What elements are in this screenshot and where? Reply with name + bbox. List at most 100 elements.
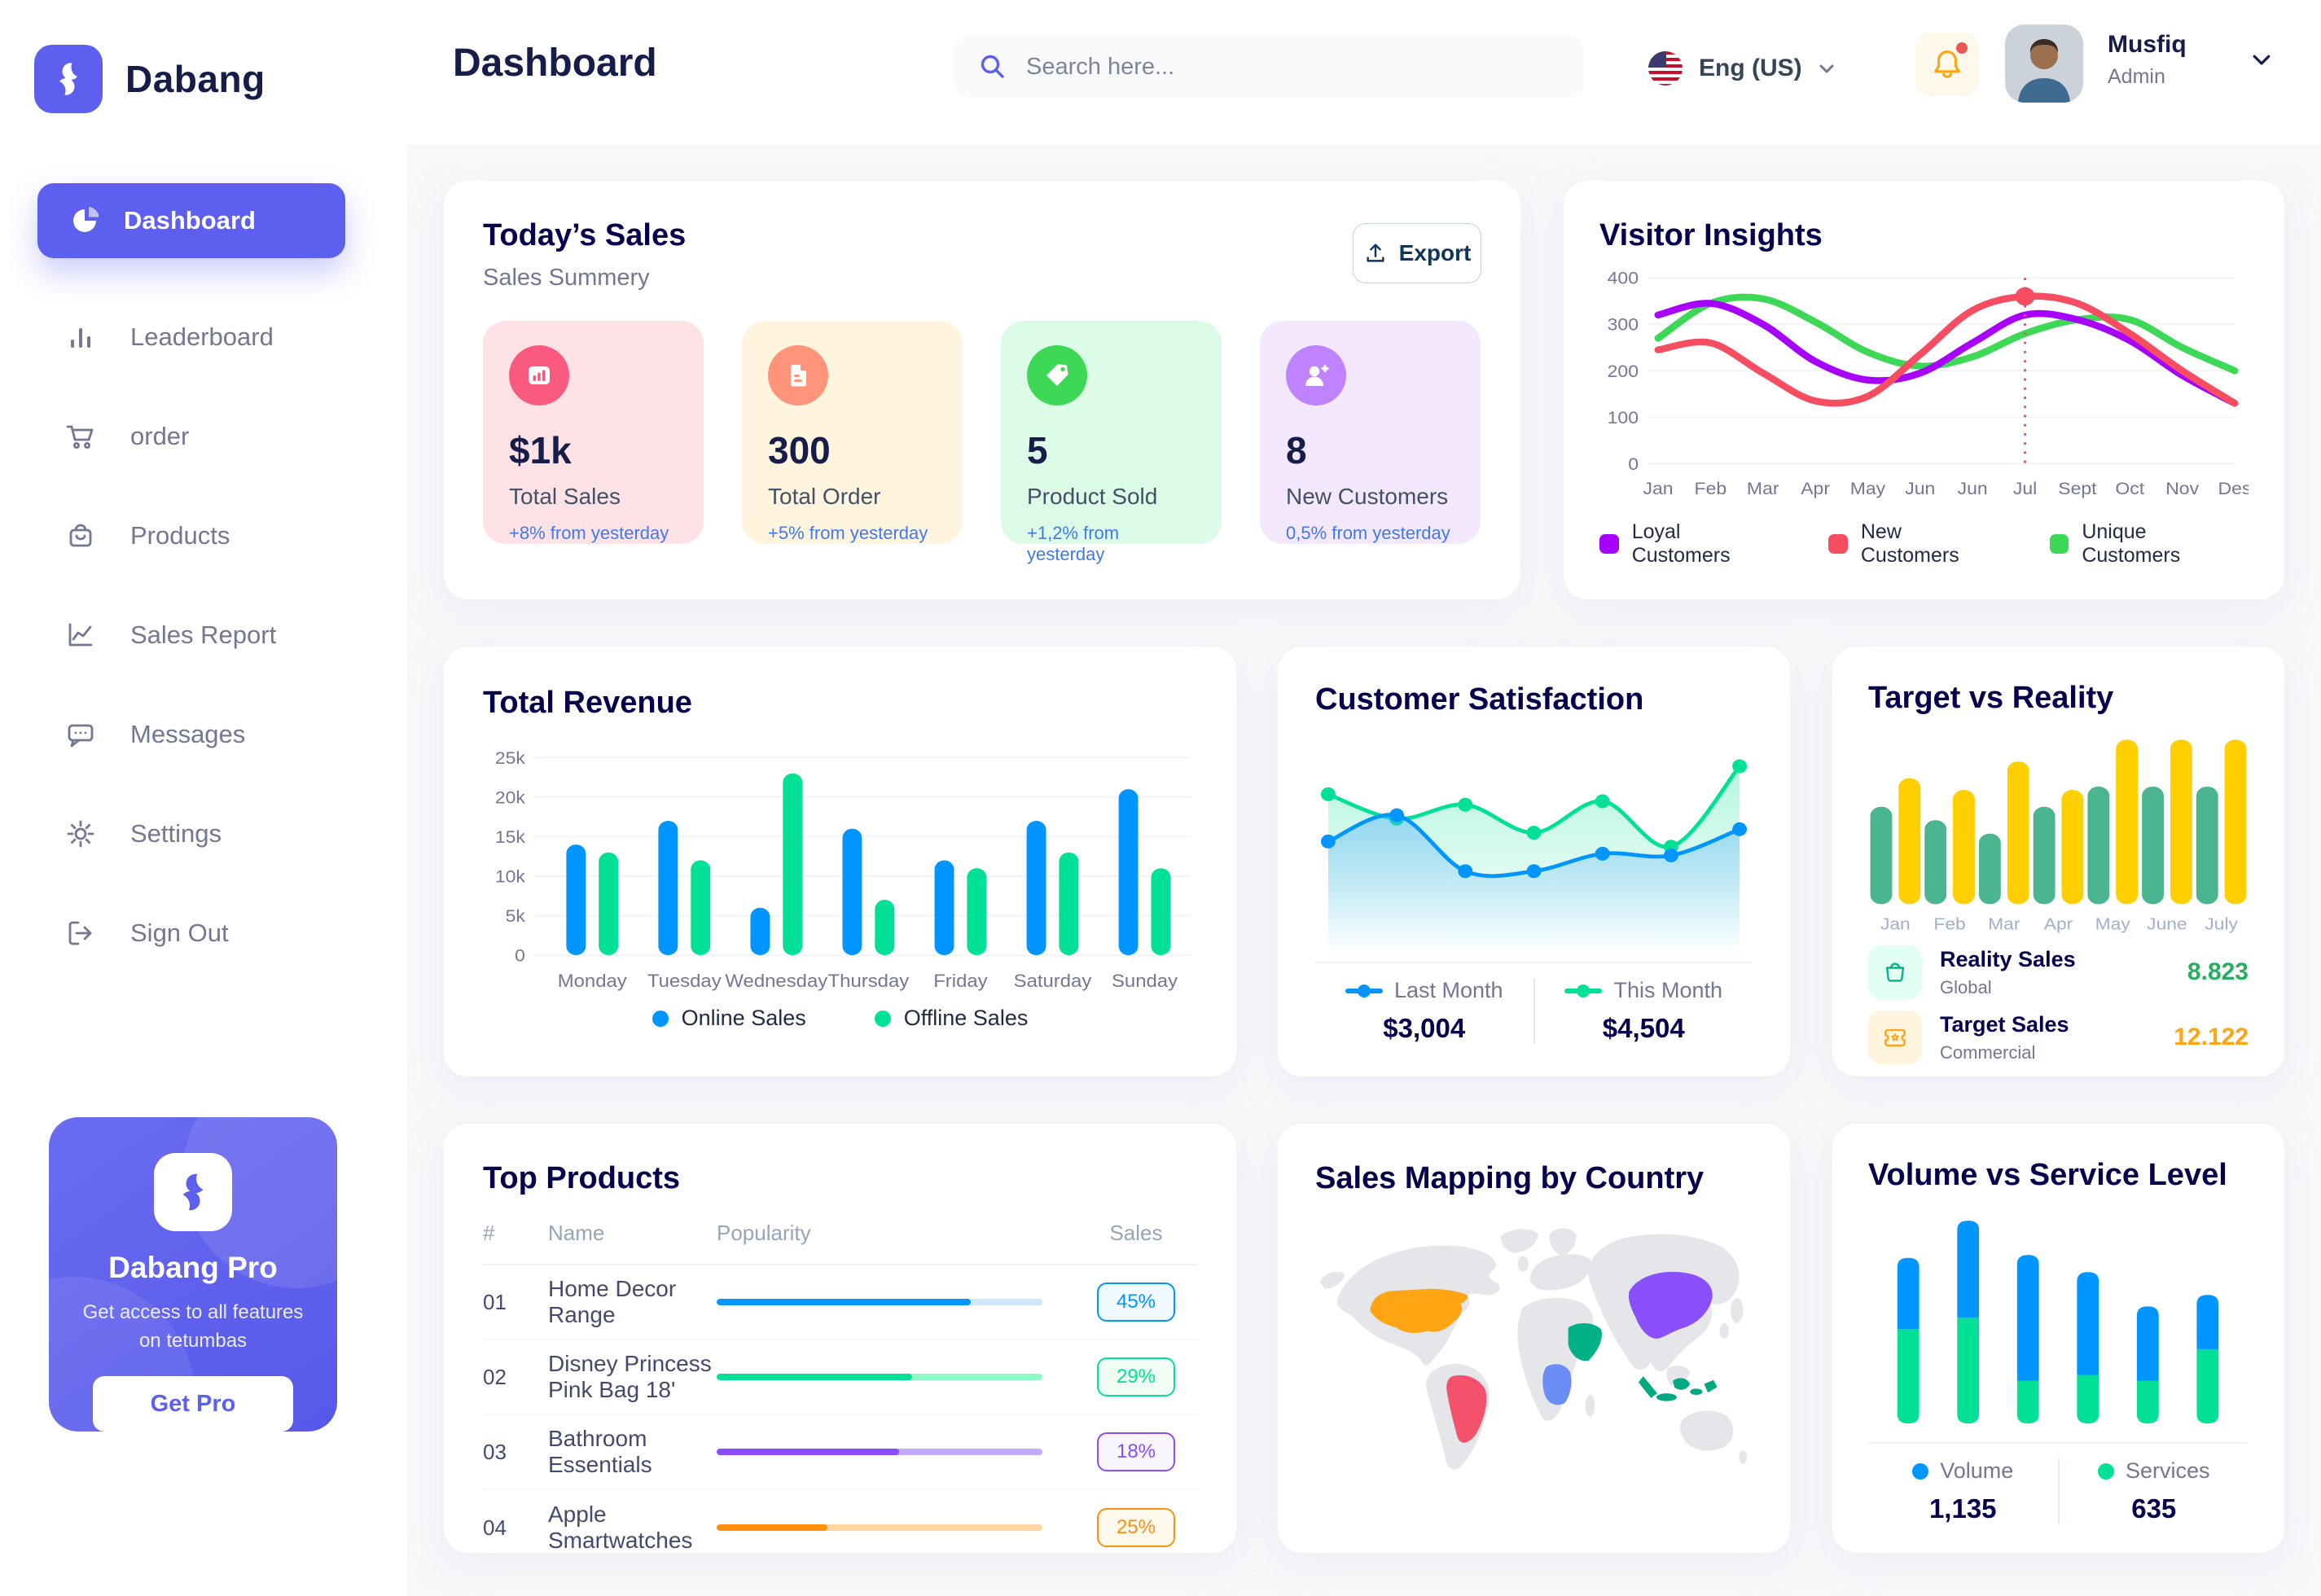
country-dr-congo[interactable] <box>1542 1364 1572 1405</box>
sidebar-item-sign-out[interactable]: Sign Out <box>0 884 407 983</box>
sidebar-item-order[interactable]: order <box>0 387 407 486</box>
line-chart-icon <box>65 620 96 651</box>
pro-description: Get access to all features on tetumbas <box>82 1301 304 1352</box>
legend-this-month: This Month $4,504 <box>1535 978 1753 1044</box>
country-china[interactable] <box>1628 1271 1713 1339</box>
divider <box>1533 978 1535 1044</box>
svg-text:Friday: Friday <box>933 971 988 991</box>
svg-text:Jun: Jun <box>1905 478 1935 498</box>
country-indonesia[interactable] <box>1638 1376 1718 1401</box>
legend-offline-sales: Offline Sales <box>874 1006 1028 1031</box>
legend-new-customers: New Customers <box>1828 520 2003 568</box>
customer-satisfaction-card: Customer Satisfaction <box>1278 647 1790 1076</box>
svg-text:May: May <box>1850 478 1886 498</box>
main-content: Today’s Sales Sales Summery Export <box>407 145 2321 1596</box>
reality-sales-legend-row: Reality Sales Global 8.823 <box>1868 945 2249 999</box>
svg-text:Feb: Feb <box>1933 915 1965 933</box>
user-role: Admin <box>2108 65 2165 88</box>
pro-title: Dabang Pro <box>108 1251 278 1284</box>
table-row: 02 Disney Princess Pink Bag 18' 29% <box>483 1340 1197 1415</box>
svg-text:Thursday: Thursday <box>828 971 910 991</box>
stat-card-product-sold: 5 Product Sold +1,2% from yesterday <box>1001 321 1222 564</box>
services-total: 635 <box>2131 1493 2177 1524</box>
svg-text:Monday: Monday <box>558 971 627 991</box>
sales-badge: 29% <box>1097 1357 1175 1396</box>
notification-dot <box>1956 42 1968 54</box>
sales-mapping-card: Sales Mapping by Country <box>1278 1124 1790 1553</box>
legend-online-sales: Online Sales <box>652 1006 806 1031</box>
popularity-bar <box>717 1524 1042 1531</box>
search-input[interactable] <box>1026 53 1531 81</box>
stat-label: Total Sales <box>509 484 621 509</box>
svg-text:300: 300 <box>1608 314 1639 334</box>
sidebar-item-settings[interactable]: Settings <box>0 784 407 884</box>
svg-text:Feb: Feb <box>1695 478 1727 498</box>
sidebar-item-products[interactable]: Products <box>0 486 407 585</box>
divider <box>1315 962 1753 963</box>
pro-upsell-card: Dabang Pro Get access to all features on… <box>49 1117 337 1432</box>
country-saudi-arabia[interactable] <box>1568 1323 1602 1361</box>
svg-text:June: June <box>2147 915 2187 933</box>
volume-service-title: Volume vs Service Level <box>1868 1158 2227 1192</box>
visitor-insights-legend: Loyal Customers New Customers Unique Cus… <box>1599 520 2249 568</box>
top-products-title: Top Products <box>483 1161 681 1195</box>
get-pro-button[interactable]: Get Pro <box>93 1376 293 1432</box>
legend-services: Services 635 <box>2060 1458 2249 1524</box>
line-dot-marker <box>1564 984 1603 998</box>
target-vs-reality-chart: Jan Feb Mar Apr May June July <box>1870 739 2247 933</box>
brand: Dabang <box>34 45 265 113</box>
customer-satisfaction-legend: Last Month $3,004 This Month $4,504 <box>1315 978 1753 1044</box>
bell-icon <box>1934 50 1960 78</box>
legend-loyal-customers: Loyal Customers <box>1599 520 1783 568</box>
legend-swatch <box>1599 534 1619 554</box>
notifications-button[interactable] <box>1915 33 1979 96</box>
user-meta: Musfiq Admin <box>2108 31 2187 89</box>
legend-unique-customers: Unique Customers <box>2049 520 2249 568</box>
svg-text:Sunday: Sunday <box>1112 971 1178 991</box>
popularity-bar <box>717 1449 1042 1455</box>
sidebar-item-messages[interactable]: Messages <box>0 685 407 784</box>
total-revenue-title: Total Revenue <box>483 686 692 720</box>
svg-text:Jan: Jan <box>1880 915 1911 933</box>
svg-text:May: May <box>2095 915 2130 933</box>
legend-last-month: Last Month $3,004 <box>1315 978 1533 1044</box>
svg-text:Jun: Jun <box>1958 478 1988 498</box>
brand-logo-icon <box>34 45 103 113</box>
sidebar-item-leaderboard[interactable]: Leaderboard <box>0 287 407 387</box>
sales-badge: 25% <box>1097 1508 1175 1547</box>
avatar[interactable] <box>2005 24 2083 103</box>
export-button[interactable]: Export <box>1353 223 1481 283</box>
target-vs-reality-title: Target vs Reality <box>1868 681 2114 715</box>
customer-satisfaction-chart <box>1320 759 1748 953</box>
svg-text:400: 400 <box>1608 268 1639 287</box>
svg-text:Apr: Apr <box>2044 915 2073 933</box>
country-united-states[interactable] <box>1370 1288 1468 1333</box>
user-menu-chevron-icon[interactable] <box>2249 47 2274 72</box>
reality-sales-value: 8.823 <box>2187 958 2249 985</box>
chevron-down-icon <box>1817 59 1836 78</box>
popularity-bar <box>717 1374 1042 1380</box>
visitor-insights-title: Visitor Insights <box>1599 218 1823 252</box>
volume-total: 1,135 <box>1928 1493 1997 1524</box>
svg-text:15k: 15k <box>495 827 526 847</box>
user-name: Musfiq <box>2108 31 2187 58</box>
leaderboard-icon <box>65 322 96 353</box>
cart-icon <box>65 421 96 452</box>
user-plus-icon <box>1286 345 1346 406</box>
svg-text:25k: 25k <box>495 748 526 767</box>
svg-text:Wednesday: Wednesday <box>725 971 827 991</box>
table-row: 03 Bathroom Essentials 18% <box>483 1415 1197 1490</box>
language-label: Eng (US) <box>1699 55 1802 81</box>
svg-text:5k: 5k <box>506 906 526 926</box>
customer-satisfaction-title: Customer Satisfaction <box>1315 682 1644 717</box>
stat-cards: $1k Total Sales +8% from yesterday 300 <box>483 321 1481 564</box>
greenland <box>1500 1229 1539 1253</box>
divider <box>2057 1458 2060 1524</box>
sidebar-item-sales-report[interactable]: Sales Report <box>0 585 407 685</box>
sidebar-item-dashboard[interactable]: Dashboard <box>37 183 345 258</box>
volume-service-card: Volume vs Service Level Volume 1,135 Ser… <box>1832 1124 2284 1553</box>
country-brazil[interactable] <box>1446 1375 1487 1443</box>
language-selector[interactable]: Eng (US) <box>1647 42 1836 94</box>
legend-volume: Volume 1,135 <box>1868 1458 2058 1524</box>
